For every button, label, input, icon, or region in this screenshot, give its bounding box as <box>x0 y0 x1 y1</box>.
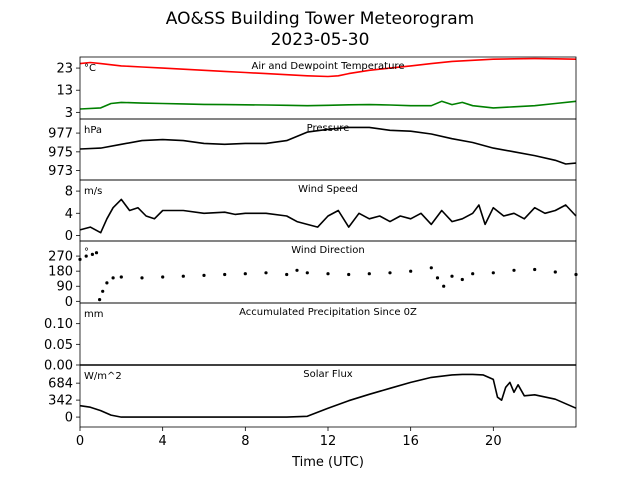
panel-5-unit: W/m^2 <box>84 371 122 382</box>
panel-3-ytick-label-1: 90 <box>56 280 73 295</box>
panel-5-series-0 <box>79 373 577 418</box>
panel-3-point-11 <box>181 274 185 278</box>
panel-3-point-28 <box>460 277 464 282</box>
panel-1: 973 975 977 Pressure hPa <box>48 118 577 181</box>
xtick-label-0: 0 <box>76 434 84 449</box>
panel-3-point-14 <box>243 272 247 276</box>
panel-4-title: Accumulated Precipitation Since 0Z <box>239 307 417 318</box>
figure-title: AO&SS Building Tower Meteorogram <box>166 9 474 29</box>
panel-3-point-12 <box>202 273 206 277</box>
panel-5-ytick-label-0: 0 <box>65 411 73 426</box>
panel-3-point-23 <box>409 269 413 273</box>
panel-3-point-2 <box>90 252 94 256</box>
panel-4-ytick-label-1: 0.05 <box>44 338 73 353</box>
panel-0-ytick-label-1: 13 <box>56 84 73 99</box>
panel-3-ytick-label-3: 270 <box>48 250 73 265</box>
panel-2-series-0 <box>79 198 577 234</box>
figure-subtitle: 2023-05-30 <box>271 30 370 50</box>
panel-3-point-10 <box>161 275 165 279</box>
panel-3-point-24 <box>429 266 433 270</box>
panel-1-ytick-label-2: 977 <box>48 127 73 142</box>
panel-3-ytick-label-2: 180 <box>48 265 73 280</box>
panel-0-ytick-label-2: 23 <box>56 62 73 77</box>
panel-2-ytick-label-0: 0 <box>65 229 73 244</box>
panel-3-point-8 <box>119 275 123 279</box>
panel-0-title: Air and Dewpoint Temperature <box>252 61 405 72</box>
panel-2-ytick-label-1: 4 <box>65 207 73 222</box>
xtick-label-5: 20 <box>485 434 502 449</box>
panel-3-point-13 <box>223 272 227 277</box>
panel-3-point-30 <box>491 271 495 275</box>
panel-1-title: Pressure <box>307 123 350 134</box>
panel-3-point-16 <box>285 272 289 277</box>
xtick-label-2: 8 <box>241 434 249 449</box>
panel-3-point-29 <box>471 272 475 276</box>
panel-5: 0 342 684 Solar Flux W/m^2 <box>48 364 577 428</box>
panel-3-point-25 <box>435 276 440 280</box>
panel-3-point-33 <box>553 270 557 274</box>
panel-3-point-21 <box>367 272 371 276</box>
panel-3-point-9 <box>140 276 144 280</box>
panel-1-series-0 <box>79 126 577 165</box>
panel-3-point-32 <box>533 267 537 272</box>
panel-3-point-22 <box>388 271 392 275</box>
panel-4-ytick-label-0: 0.00 <box>44 359 73 374</box>
panel-3-point-18 <box>305 271 309 275</box>
panel-2-ytick-label-2: 8 <box>65 185 73 200</box>
panel-3-ytick-label-0: 0 <box>65 295 73 310</box>
panel-3-point-31 <box>512 268 516 272</box>
panel-5-ytick-label-1: 342 <box>48 394 73 409</box>
panel-4: 0.00 0.05 0.10 Accumulated Precipitation Si… <box>44 302 577 374</box>
xtick-label-4: 16 <box>402 434 419 449</box>
panel-1-ytick-label-0: 973 <box>48 164 73 179</box>
panel-1-ytick-label-1: 975 <box>48 145 73 160</box>
panel-3-point-19 <box>326 272 330 276</box>
panel-1-unit: hPa <box>84 125 102 136</box>
panel-3-title: Wind Direction <box>291 245 365 256</box>
panel-3-point-17 <box>295 268 299 272</box>
panel-4-unit: mm <box>84 309 103 320</box>
panel-3-point-15 <box>264 271 268 275</box>
panel-3-point-27 <box>450 274 454 278</box>
x-axis-label: Time (UTC) <box>291 455 364 470</box>
panel-0-ytick-label-0: 3 <box>65 106 73 121</box>
panel-3-unit: ° <box>84 247 89 258</box>
panel-0-series-1 <box>79 100 577 110</box>
panel-0-series-0 <box>79 57 577 78</box>
panel-4-ytick-label-2: 0.10 <box>44 317 73 332</box>
panel-3-point-6 <box>105 281 109 285</box>
panel-3-point-26 <box>442 284 446 288</box>
panel-3-point-7 <box>111 276 115 280</box>
panel-3-point-3 <box>94 251 99 255</box>
xtick-label-1: 4 <box>159 434 167 449</box>
panel-5-title: Solar Flux <box>303 369 353 380</box>
panel-3-point-4 <box>98 298 102 302</box>
panel-5-ytick-label-2: 684 <box>48 377 73 392</box>
panel-3-point-5 <box>101 289 105 293</box>
panel-2: 0 4 8 Wind Speed m/s <box>65 179 577 244</box>
panel-3-point-20 <box>347 272 351 277</box>
x-axis: 0 4 8 12 16 20 <box>76 427 502 449</box>
panel-0: 3 13 23 Air and Dewpoint Temperature °C <box>56 56 577 121</box>
panel-0-unit: °C <box>84 63 96 74</box>
panel-2-title: Wind Speed <box>298 184 358 195</box>
panel-3-point-1 <box>84 254 88 258</box>
xtick-label-3: 12 <box>320 434 337 449</box>
panel-2-unit: m/s <box>84 186 102 197</box>
